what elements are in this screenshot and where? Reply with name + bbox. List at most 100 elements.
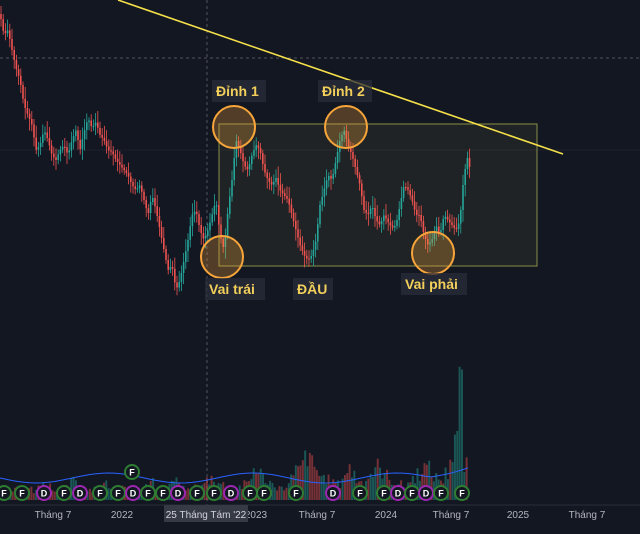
event-marker-0[interactable] xyxy=(0,485,12,501)
candle-body xyxy=(433,231,436,240)
event-markers: F F D F D F F D F F D F F D F F F D F F D F D F FF xyxy=(0,464,470,501)
event-marker-24[interactable] xyxy=(454,485,470,501)
event-marker-3[interactable] xyxy=(56,485,72,501)
candle-body xyxy=(284,193,286,196)
candle-body xyxy=(138,185,141,189)
volume-bar xyxy=(259,468,262,500)
x-tick-4: 2024 xyxy=(375,510,398,521)
candle-body xyxy=(394,225,396,228)
candle-body xyxy=(354,158,356,167)
candle-body xyxy=(101,135,103,138)
candle-body xyxy=(336,152,339,163)
candle-body xyxy=(233,158,235,180)
candle-body xyxy=(453,225,455,228)
candle-body xyxy=(385,215,387,219)
volume-bar xyxy=(205,477,208,500)
candle-body xyxy=(226,214,229,236)
candle-body xyxy=(299,237,301,246)
candle-body xyxy=(15,59,18,70)
volume-bar xyxy=(30,486,33,500)
event-marker-1[interactable] xyxy=(14,485,30,501)
volume-bar xyxy=(320,476,323,500)
event-marker-stacked[interactable] xyxy=(124,464,140,480)
candle-body xyxy=(264,164,266,173)
candle-body xyxy=(405,187,407,189)
candle-body xyxy=(231,180,233,197)
volume-bar xyxy=(283,490,286,500)
candle-body xyxy=(20,75,22,85)
candle-body xyxy=(330,176,332,179)
candle-body xyxy=(189,226,191,240)
candle-body xyxy=(369,208,372,214)
x-tick-7: Tháng 7 xyxy=(569,510,606,521)
candle-body xyxy=(235,141,238,158)
volume-bar xyxy=(458,366,461,500)
candle-body xyxy=(464,169,466,185)
event-marker-label-4: D xyxy=(77,489,84,499)
candle-body xyxy=(92,125,95,128)
right-shoulder-label: Vai phải xyxy=(405,276,458,292)
candle-body xyxy=(317,224,319,242)
peak1-circle[interactable] xyxy=(212,105,256,149)
candle-body xyxy=(17,69,20,76)
event-marker-23[interactable] xyxy=(433,485,449,501)
event-marker-2[interactable] xyxy=(36,485,52,501)
candle-body xyxy=(262,153,264,164)
peak1-label: Đỉnh 1 xyxy=(216,83,259,99)
volume-bar xyxy=(271,482,274,500)
volume-bar xyxy=(299,465,302,500)
candle-body xyxy=(196,211,198,214)
event-marker-13[interactable] xyxy=(223,485,239,501)
candle-body xyxy=(105,141,108,147)
candle-body xyxy=(13,50,15,60)
candle-body xyxy=(121,164,123,168)
event-marker-11[interactable] xyxy=(189,485,205,501)
event-marker-4[interactable] xyxy=(72,485,88,501)
candle-body xyxy=(266,172,268,178)
peak2-circle[interactable] xyxy=(324,105,368,149)
volume-bar xyxy=(348,464,351,500)
event-marker-label-19: F xyxy=(381,489,387,499)
candle-body xyxy=(286,196,288,199)
candle-body xyxy=(215,205,218,207)
candle-body xyxy=(312,249,315,256)
volume-bar xyxy=(343,475,346,500)
candle-body xyxy=(81,139,84,150)
volume-bar xyxy=(346,473,349,500)
volume-bar xyxy=(460,369,463,500)
candle-body xyxy=(411,195,414,202)
candle-body xyxy=(416,209,418,215)
volume-bar xyxy=(318,475,321,500)
volume-bar xyxy=(311,455,314,500)
volume-bar xyxy=(301,460,304,500)
candle-body xyxy=(418,215,420,217)
candle-body xyxy=(400,198,403,209)
candle-body xyxy=(455,227,458,229)
volume-ma-line xyxy=(0,467,469,484)
candle-body xyxy=(334,163,337,174)
right-shoulder-circle[interactable] xyxy=(411,231,455,275)
event-marker-15[interactable] xyxy=(256,485,272,501)
volume-bar xyxy=(465,457,468,500)
candle-body xyxy=(156,206,158,216)
trend-line[interactable] xyxy=(117,0,564,155)
event-marker-12[interactable] xyxy=(206,485,222,501)
candle-body xyxy=(57,154,59,160)
candle-body xyxy=(438,226,440,232)
event-marker-5[interactable] xyxy=(92,485,108,501)
event-marker-label-14: F xyxy=(247,489,253,499)
event-marker-label-15: F xyxy=(261,489,267,499)
event-marker-label-6: F xyxy=(115,489,121,499)
event-marker-17[interactable] xyxy=(325,485,341,501)
candle-body xyxy=(237,141,240,147)
left-shoulder-circle[interactable] xyxy=(200,235,244,279)
event-marker-18[interactable] xyxy=(352,485,368,501)
candle-body xyxy=(361,183,363,197)
candle-body xyxy=(275,178,277,182)
pattern-range-box[interactable] xyxy=(218,123,538,267)
event-marker-10[interactable] xyxy=(170,485,186,501)
event-marker-16[interactable] xyxy=(288,485,304,501)
candle-body xyxy=(314,241,317,250)
x-tick-3: Tháng 7 xyxy=(299,510,336,521)
